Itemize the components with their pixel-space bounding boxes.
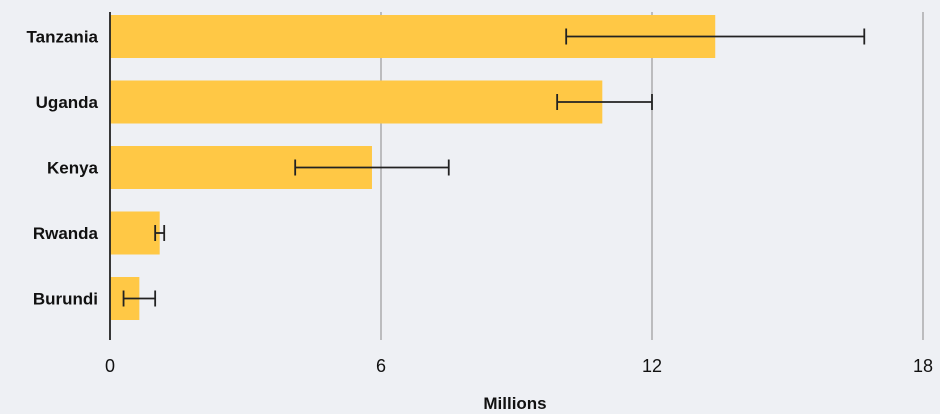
category-label-rwanda: Rwanda [33,224,99,243]
x-tick-label: 0 [105,356,115,376]
x-axis-title: Millions [483,394,546,413]
category-label-uganda: Uganda [36,93,99,112]
x-tick-label: 18 [913,356,933,376]
category-label-burundi: Burundi [33,290,98,309]
bar-rwanda [110,211,160,255]
category-labels: Tanzania Uganda Kenya Rwanda Burundi [27,28,99,309]
x-tick-label: 12 [642,356,662,376]
x-tick-labels: 0 6 12 18 [105,356,933,376]
grid-lines [380,12,924,340]
category-label-tanzania: Tanzania [27,28,99,47]
x-tick-label: 6 [376,356,386,376]
category-label-kenya: Kenya [47,159,99,178]
bar-uganda [110,80,603,124]
error-bars [122,28,866,307]
